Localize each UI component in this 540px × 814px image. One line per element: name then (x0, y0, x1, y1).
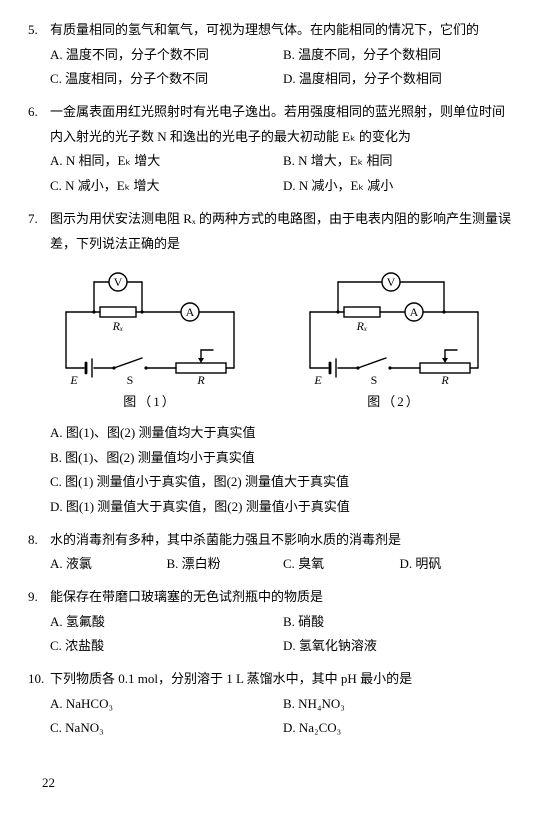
question-number: 8. (28, 528, 50, 553)
question-stem: 10.下列物质各 0.1 mol，分别溶于 1 L 蒸馏水中，其中 pH 最小的… (28, 667, 516, 692)
option: C. 浓盐酸 (50, 634, 283, 659)
option: B. 图(1)、图(2) 测量值均小于真实值 (50, 446, 516, 471)
option: B. 漂白粉 (167, 552, 284, 577)
question: 9.能保存在带磨口玻璃塞的无色试剂瓶中的物质是A. 氢氟酸B. 硝酸C. 浓盐酸… (28, 585, 516, 659)
option: D. 温度相同，分子个数相同 (283, 67, 516, 92)
question-number: 7. (28, 207, 50, 256)
option: A. 温度不同，分子个数不同 (50, 43, 283, 68)
option-list: A. 氢氟酸B. 硝酸C. 浓盐酸D. 氢氧化钠溶液 (28, 610, 516, 659)
option: C. NaNO₃ (50, 716, 283, 741)
svg-text:R: R (196, 373, 205, 386)
svg-text:Rₓ: Rₓ (112, 319, 124, 333)
option: A. NaHCO₃ (50, 692, 283, 717)
option: D. Na₂CO₃ (283, 716, 516, 741)
svg-text:Rₓ: Rₓ (356, 319, 368, 333)
question-text: 一金属表面用红光照射时有光电子逸出。若用强度相同的蓝光照射，则单位时间内入射光的… (50, 100, 516, 149)
option-list: A. 温度不同，分子个数不同B. 温度不同，分子个数相同C. 温度相同，分子个数… (28, 43, 516, 92)
option-list: A. NaHCO₃B. NH₄NO₃C. NaNO₃D. Na₂CO₃ (28, 692, 516, 741)
option-list: A. N 相同，Eₖ 增大B. N 增大，Eₖ 相同C. N 减小，Eₖ 增大D… (28, 149, 516, 198)
option-list: A. 液氯B. 漂白粉C. 臭氧D. 明矾 (28, 552, 516, 577)
option: B. NH₄NO₃ (283, 692, 516, 717)
option: C. N 减小，Eₖ 增大 (50, 174, 283, 199)
svg-text:S: S (127, 373, 134, 386)
question-text: 有质量相同的氢气和氧气，可视为理想气体。在内能相同的情况下，它们的 (50, 18, 516, 43)
question-text: 图示为用伏安法测电阻 Rₓ 的两种方式的电路图，由于电表内阻的影响产生测量误差，… (50, 207, 516, 256)
option: D. N 减小，Eₖ 减小 (283, 174, 516, 199)
option: B. 温度不同，分子个数相同 (283, 43, 516, 68)
question: 10.下列物质各 0.1 mol，分别溶于 1 L 蒸馏水中，其中 pH 最小的… (28, 667, 516, 741)
question-text: 能保存在带磨口玻璃塞的无色试剂瓶中的物质是 (50, 585, 516, 610)
question-text: 水的消毒剂有多种，其中杀菌能力强且不影响水质的消毒剂是 (50, 528, 516, 553)
question-number: 9. (28, 585, 50, 610)
question-stem: 8.水的消毒剂有多种，其中杀菌能力强且不影响水质的消毒剂是 (28, 528, 516, 553)
option: B. 硝酸 (283, 610, 516, 635)
option: A. N 相同，Eₖ 增大 (50, 149, 283, 174)
question-number: 6. (28, 100, 50, 149)
svg-text:A: A (186, 305, 195, 319)
page-number: 22 (28, 771, 516, 796)
question: 8.水的消毒剂有多种，其中杀菌能力强且不影响水质的消毒剂是A. 液氯B. 漂白粉… (28, 528, 516, 577)
question: 7.图示为用伏安法测电阻 Rₓ 的两种方式的电路图，由于电表内阻的影响产生测量误… (28, 207, 516, 520)
question-number: 5. (28, 18, 50, 43)
circuit-figure-1: V A Rₓ E S R 图（1） (50, 268, 250, 415)
question-stem: 7.图示为用伏安法测电阻 Rₓ 的两种方式的电路图，由于电表内阻的影响产生测量误… (28, 207, 516, 256)
question-stem: 6.一金属表面用红光照射时有光电子逸出。若用强度相同的蓝光照射，则单位时间内入射… (28, 100, 516, 149)
option: C. 臭氧 (283, 552, 400, 577)
option: D. 明矾 (400, 552, 517, 577)
question-number: 10. (28, 667, 50, 692)
question-text: 下列物质各 0.1 mol，分别溶于 1 L 蒸馏水中，其中 pH 最小的是 (50, 667, 516, 692)
option: D. 氢氧化钠溶液 (283, 634, 516, 659)
option: C. 温度相同，分子个数不同 (50, 67, 283, 92)
svg-text:V: V (387, 275, 396, 289)
option-list: A. 图(1)、图(2) 测量值均大于真实值B. 图(1)、图(2) 测量值均小… (28, 421, 516, 520)
svg-text:V: V (114, 275, 123, 289)
circuit-figure-2: V A Rₓ E S R 图（2） (294, 268, 494, 415)
svg-text:E: E (313, 373, 322, 386)
svg-text:S: S (371, 373, 378, 386)
option: A. 液氯 (50, 552, 167, 577)
figure-caption: 图（2） (294, 390, 494, 415)
question: 6.一金属表面用红光照射时有光电子逸出。若用强度相同的蓝光照射，则单位时间内入射… (28, 100, 516, 199)
option: C. 图(1) 测量值小于真实值，图(2) 测量值大于真实值 (50, 470, 516, 495)
svg-text:A: A (410, 305, 419, 319)
option: D. 图(1) 测量值大于真实值，图(2) 测量值小于真实值 (50, 495, 516, 520)
svg-text:R: R (440, 373, 449, 386)
question-stem: 9.能保存在带磨口玻璃塞的无色试剂瓶中的物质是 (28, 585, 516, 610)
option: A. 图(1)、图(2) 测量值均大于真实值 (50, 421, 516, 446)
svg-text:E: E (69, 373, 78, 386)
figure-row: V A Rₓ E S R 图（1） V A Rₓ E S R 图（2） (28, 268, 516, 415)
question: 5.有质量相同的氢气和氧气，可视为理想气体。在内能相同的情况下，它们的A. 温度… (28, 18, 516, 92)
option: B. N 增大，Eₖ 相同 (283, 149, 516, 174)
option: A. 氢氟酸 (50, 610, 283, 635)
figure-caption: 图（1） (50, 390, 250, 415)
question-stem: 5.有质量相同的氢气和氧气，可视为理想气体。在内能相同的情况下，它们的 (28, 18, 516, 43)
